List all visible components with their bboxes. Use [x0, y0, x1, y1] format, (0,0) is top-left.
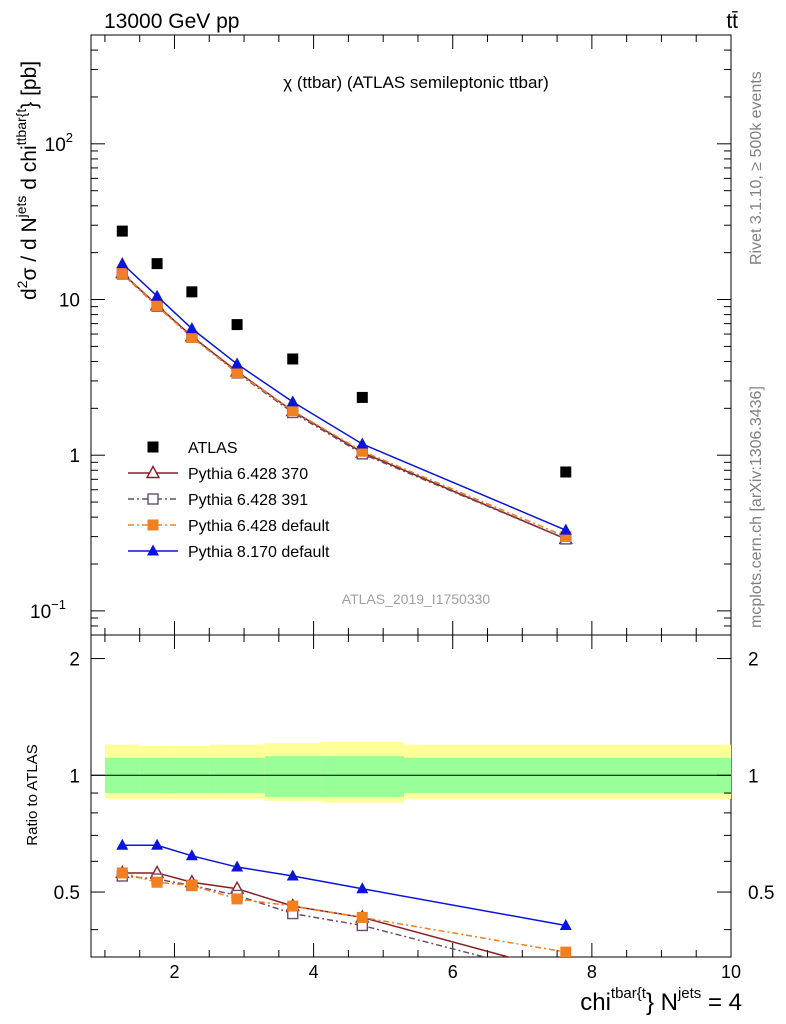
legend-marker [145, 465, 161, 479]
x-tick-label: 8 [587, 962, 597, 982]
axis-ticks: 2 4 6 8 10 10−1 1 10 102 0.5 0.5 1 1 2 2 [30, 34, 774, 982]
series-0 [115, 265, 573, 545]
mcplots-label: mcplots.cern.ch [arXiv:1306.3436] [748, 386, 765, 628]
ratio-point [231, 893, 243, 905]
ratio-point [560, 946, 572, 957]
ratio-series-3 [116, 838, 572, 930]
legend-marker [147, 493, 159, 505]
x-axis-label: chitbar{t} Njets = 4 [580, 985, 742, 1016]
ratio-y-tick-label-right: 0.5 [748, 883, 774, 904]
atlas-data-point [116, 225, 128, 237]
series-point [560, 531, 572, 543]
series-layer [115, 225, 573, 957]
series-line [121, 263, 567, 531]
x-tick-label: 6 [448, 962, 458, 982]
ratio-point [231, 860, 244, 872]
ratio-point [287, 900, 299, 912]
y-tick-label: 10−1 [30, 597, 66, 623]
rivet-version-label: Rivet 3.1.10, ≥ 500k events [748, 71, 765, 265]
series-point [151, 300, 163, 312]
x-tick-label: 4 [309, 962, 319, 982]
legend-label: Pythia 6.428 default [188, 518, 330, 535]
stat-uncertainty-band [320, 756, 405, 797]
ratio-point [116, 838, 129, 850]
legend-marker [147, 441, 159, 453]
ratio-series-2 [116, 867, 572, 957]
stat-uncertainty-band [264, 756, 321, 797]
series-1 [116, 268, 572, 545]
atlas-data-point [186, 286, 198, 298]
ratio-point [559, 918, 572, 930]
legend-marker [147, 519, 159, 531]
ratio-y-tick-label: 2 [69, 650, 80, 671]
series-point [186, 332, 198, 344]
ratio-y-tick-label-right: 2 [748, 650, 759, 671]
legend-label: Pythia 6.428 370 [188, 466, 308, 483]
ratio-y-axis-label: Ratio to ATLAS [24, 744, 41, 845]
series-point [287, 405, 299, 417]
ratio-point [356, 882, 369, 894]
ratio-y-tick-label-right: 1 [748, 766, 759, 787]
series-point [116, 257, 129, 269]
ratio-point [356, 911, 368, 923]
ratio-point [286, 869, 299, 881]
ratio-line [122, 875, 488, 957]
legend-label: Pythia 8.170 default [188, 544, 330, 561]
atlas-data-point [151, 258, 163, 270]
y-tick-label: 1 [69, 446, 80, 467]
ratio-point [116, 867, 128, 879]
header-energy-label: 13000 GeV pp [104, 10, 239, 33]
series-point [231, 357, 244, 369]
header-process-label: tt̄ [726, 10, 738, 33]
series-2 [116, 267, 572, 543]
ratio-y-tick-label: 1 [69, 766, 80, 787]
ratio-y-tick-label: 0.5 [54, 883, 80, 904]
analysis-watermark: ATLAS_2019_I1750330 [342, 591, 491, 607]
series-point [231, 366, 243, 378]
main-panel-title: χ (ttbar) (ATLAS semileptonic ttbar) [283, 73, 549, 92]
main-y-axis-label: d2σ / d Njets d chittbar{t} [pb] [13, 61, 41, 300]
ratio-series-1 [116, 870, 488, 957]
y-tick-label: 102 [45, 130, 73, 156]
series-point [559, 523, 572, 535]
ratio-point [185, 849, 198, 861]
series-point [116, 267, 128, 279]
series-3 [116, 257, 572, 535]
legend-label: Pythia 6.428 391 [188, 492, 308, 509]
ratio-point [151, 876, 163, 888]
atlas-data-point [231, 319, 243, 331]
x-tick-label: 2 [169, 962, 179, 982]
atlas-data [116, 225, 572, 478]
atlas-data-point [287, 353, 299, 365]
legend: ATLAS Pythia 6.428 370 Pythia 6.428 391 Pyt… [128, 440, 330, 561]
series-point [356, 437, 369, 449]
series-point [151, 289, 164, 301]
atlas-uncertainty-bands [91, 741, 731, 803]
series-point [356, 445, 368, 457]
series-point [286, 395, 299, 407]
atlas-data-point [560, 466, 572, 478]
series-point [185, 322, 198, 334]
y-tick-label: 10 [59, 291, 80, 312]
legend-marker [147, 544, 159, 556]
ratio-point [151, 838, 164, 850]
legend-label: ATLAS [188, 440, 238, 457]
x-tick-label: 10 [721, 962, 741, 982]
ratio-point [186, 879, 198, 891]
atlas-data-point [356, 391, 368, 403]
